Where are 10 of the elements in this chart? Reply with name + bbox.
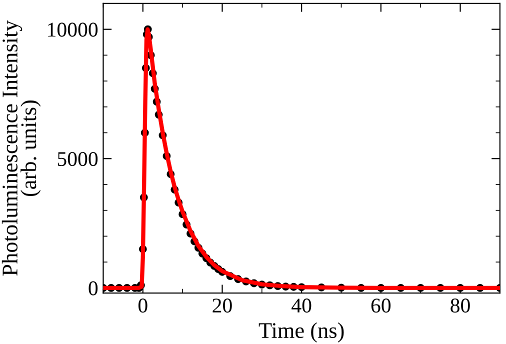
x-tick-label: 60 — [371, 298, 391, 313]
y-tick-label: 10000 — [48, 22, 98, 37]
x-tick-label: 80 — [450, 298, 470, 313]
y-axis-title: Photoluminescence Intensity (arb. units) — [2, 20, 41, 276]
x-axis-title: Time (ns) — [258, 322, 344, 343]
x-tick-label: 40 — [292, 298, 312, 313]
x-tick-label: 20 — [212, 298, 232, 313]
y-tick-label: 5000 — [58, 152, 98, 166]
x-tick-label: 0 — [138, 298, 148, 313]
y-tick-label: 0 — [88, 281, 98, 296]
